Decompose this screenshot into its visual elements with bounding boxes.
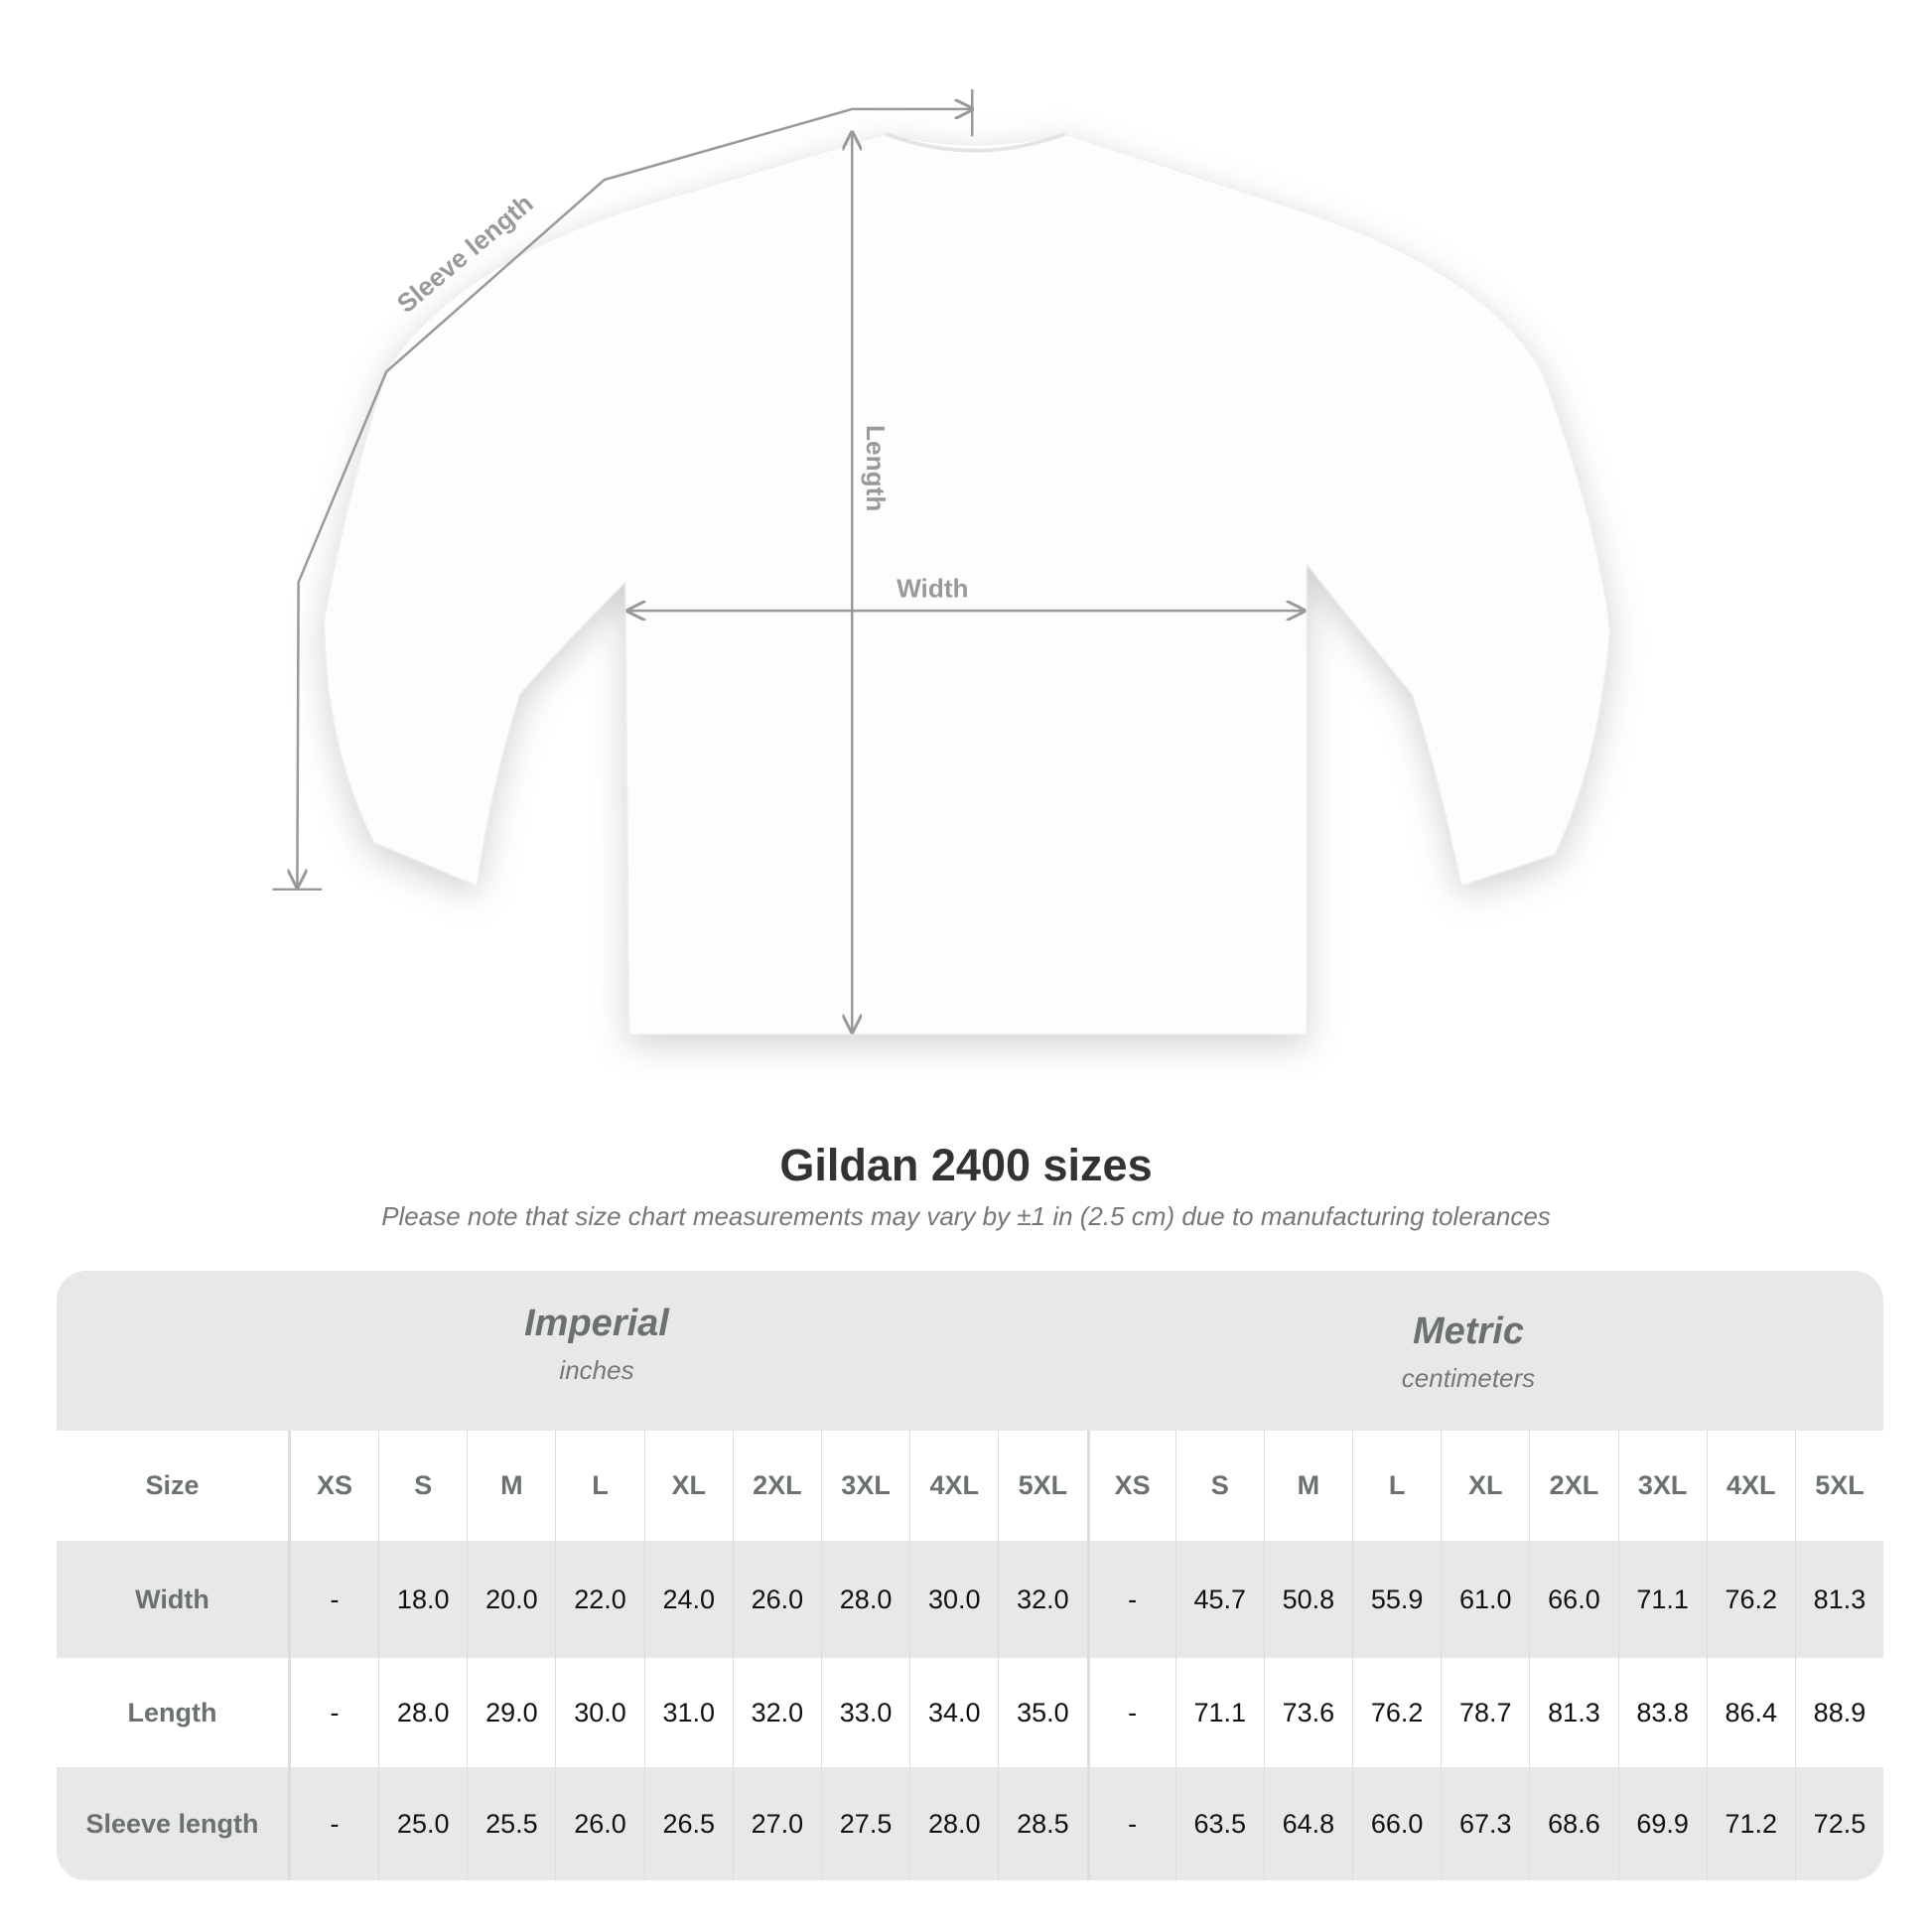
imperial-value-cell: 20.0 — [467, 1541, 555, 1658]
metric-value-cell: 55.9 — [1352, 1541, 1441, 1658]
metric-value-cell: 67.3 — [1441, 1767, 1529, 1880]
imperial-value-cell: 31.0 — [643, 1658, 733, 1767]
imperial-header: Imperial inches — [348, 1303, 845, 1386]
metric-value-cell: 66.0 — [1352, 1767, 1441, 1880]
page-title: Gildan 2400 sizes — [779, 1140, 1153, 1190]
imperial-value-cell: 32.0 — [998, 1541, 1086, 1658]
imperial-size-5xl: 5XL — [998, 1431, 1086, 1541]
metric-value-cell: 76.2 — [1706, 1541, 1795, 1658]
metric-value-cell: 61.0 — [1441, 1541, 1529, 1658]
metric-value-cell: 45.7 — [1174, 1541, 1264, 1658]
imperial-value-cell: 27.5 — [820, 1767, 909, 1880]
imperial-value-cell: 25.0 — [378, 1767, 467, 1880]
imperial-size-l: L — [555, 1431, 643, 1541]
table-row: Length -28.0 29.0 30.0 31.0 32.0 33.0 34.0 35.0-… — [57, 1658, 1883, 1767]
row-label: Width — [57, 1541, 290, 1658]
table-row: Sleeve length -25.0 25.5 26.0 26.5 27.0 27.5 28… — [57, 1767, 1883, 1880]
metric-value-cell: 71.2 — [1706, 1767, 1795, 1880]
metric-value-cell: 81.3 — [1529, 1658, 1617, 1767]
metric-value-cell: 66.0 — [1529, 1541, 1617, 1658]
imperial-size-4xl: 4XL — [909, 1431, 998, 1541]
imperial-value-cell: 29.0 — [467, 1658, 555, 1767]
metric-unit: centimeters — [1401, 1363, 1536, 1393]
size-table: Imperial inches Metric centimeters Size X… — [57, 1271, 1883, 1880]
size-label: Size — [57, 1431, 290, 1541]
table-row: Width -18.0 20.0 22.0 24.0 26.0 28.0 30.0 32.0-4… — [57, 1541, 1883, 1658]
imperial-value-cell: 30.0 — [555, 1658, 643, 1767]
metric-size-3xl: 3XL — [1617, 1431, 1707, 1541]
imperial-value-cell: - — [289, 1541, 378, 1658]
imperial-value-cell: 25.5 — [467, 1767, 555, 1880]
size-header-row: Size XS S M L XL 2XL 3XL 4XL 5XL XS S M L XL 2XL 3XL 4XL 5… — [57, 1431, 1883, 1541]
length-label: Length — [861, 425, 891, 511]
metric-value-cell: 81.3 — [1794, 1541, 1883, 1658]
metric-title: Metric — [1413, 1311, 1524, 1352]
metric-value-cell: 64.8 — [1263, 1767, 1352, 1880]
imperial-size-xl: XL — [643, 1431, 733, 1541]
imperial-title: Imperial — [524, 1303, 669, 1344]
metric-value-cell: 83.8 — [1617, 1658, 1707, 1767]
metric-value-cell: 71.1 — [1174, 1658, 1264, 1767]
imperial-value-cell: 26.0 — [555, 1767, 643, 1880]
metric-size-xl: XL — [1441, 1431, 1529, 1541]
metric-value-cell: 78.7 — [1441, 1658, 1529, 1767]
imperial-value-cell: 30.0 — [909, 1541, 998, 1658]
imperial-value-cell: 35.0 — [998, 1658, 1086, 1767]
imperial-size-m: M — [467, 1431, 555, 1541]
row-label: Length — [57, 1658, 290, 1767]
metric-value-cell: 72.5 — [1794, 1767, 1883, 1880]
metric-size-xs: XS — [1086, 1431, 1175, 1541]
imperial-value-cell: 32.0 — [732, 1658, 821, 1767]
shirt-diagram: Sleeve length Length Width — [272, 88, 1611, 1035]
metric-size-l: L — [1352, 1431, 1441, 1541]
metric-value-cell: - — [1086, 1541, 1175, 1658]
imperial-value-cell: 22.0 — [555, 1541, 643, 1658]
imperial-value-cell: 28.5 — [998, 1767, 1086, 1880]
imperial-size-xs: XS — [289, 1431, 378, 1541]
imperial-size-2xl: 2XL — [732, 1431, 821, 1541]
imperial-size-3xl: 3XL — [820, 1431, 909, 1541]
imperial-value-cell: - — [289, 1767, 378, 1880]
metric-size-4xl: 4XL — [1706, 1431, 1795, 1541]
imperial-value-cell: - — [289, 1658, 378, 1767]
metric-value-cell: - — [1086, 1767, 1175, 1880]
imperial-value-cell: 34.0 — [909, 1658, 998, 1767]
metric-value-cell: 73.6 — [1263, 1658, 1352, 1767]
tolerance-note: Please note that size chart measurements… — [381, 1201, 1551, 1231]
metric-value-cell: 71.1 — [1617, 1541, 1707, 1658]
metric-value-cell: 76.2 — [1352, 1658, 1441, 1767]
imperial-value-cell: 26.5 — [643, 1767, 733, 1880]
imperial-value-cell: 28.0 — [909, 1767, 998, 1880]
metric-value-cell: 88.9 — [1794, 1658, 1883, 1767]
imperial-value-cell: 18.0 — [378, 1541, 467, 1658]
imperial-size-s: S — [378, 1431, 467, 1541]
sleeve-length-line — [297, 109, 972, 887]
imperial-value-cell: 27.0 — [732, 1767, 821, 1880]
metric-header: Metric centimeters — [1220, 1311, 1717, 1394]
imperial-value-cell: 28.0 — [378, 1658, 467, 1767]
metric-value-cell: 63.5 — [1174, 1767, 1264, 1880]
imperial-value-cell: 26.0 — [732, 1541, 821, 1658]
row-label: Sleeve length — [57, 1767, 290, 1880]
imperial-value-cell: 24.0 — [643, 1541, 733, 1658]
unit-header-band — [57, 1271, 1883, 1431]
metric-size-2xl: 2XL — [1529, 1431, 1617, 1541]
imperial-value-cell: 28.0 — [820, 1541, 909, 1658]
metric-value-cell: 86.4 — [1706, 1658, 1795, 1767]
metric-size-5xl: 5XL — [1794, 1431, 1883, 1541]
metric-value-cell: 69.9 — [1617, 1767, 1707, 1880]
metric-value-cell: - — [1086, 1658, 1175, 1767]
imperial-value-cell: 33.0 — [820, 1658, 909, 1767]
metric-value-cell: 68.6 — [1529, 1767, 1617, 1880]
imperial-unit: inches — [559, 1355, 634, 1385]
metric-size-s: S — [1174, 1431, 1264, 1541]
metric-size-m: M — [1263, 1431, 1352, 1541]
metric-value-cell: 50.8 — [1263, 1541, 1352, 1658]
width-label: Width — [897, 573, 968, 603]
